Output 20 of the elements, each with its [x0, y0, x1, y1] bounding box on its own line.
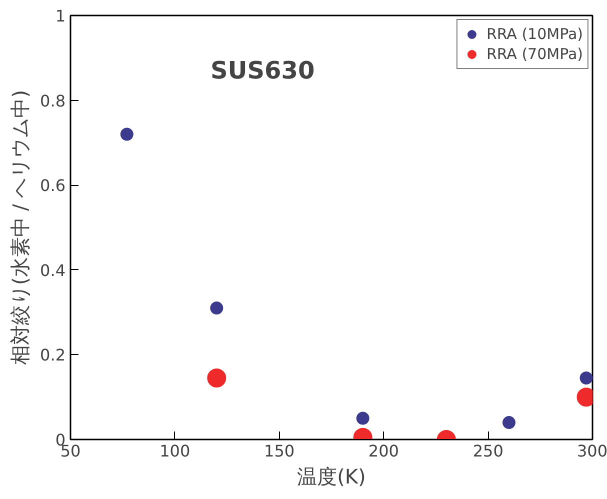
legend-label: RRA (10MPa)	[486, 25, 583, 43]
x-axis-title: 温度(K)	[297, 464, 366, 488]
x-tick-label: 200	[368, 442, 399, 460]
point	[120, 128, 134, 141]
y-tick-label: 1	[55, 6, 66, 26]
x-tick-label: 250	[472, 442, 504, 460]
y-tick-label: 0.4	[40, 260, 66, 280]
x-tick-label: 300	[576, 442, 607, 460]
y-tick-label: 0.6	[40, 176, 66, 196]
point	[580, 372, 592, 385]
x-tick-label: 100	[160, 442, 190, 460]
point	[356, 412, 370, 425]
legend-label: RRA (70MPa)	[486, 45, 583, 63]
y-tick-label: 0.8	[40, 91, 66, 110]
point	[210, 302, 224, 315]
text: SUS630	[210, 56, 315, 84]
y-tick-label: 0.2	[40, 346, 66, 365]
x-tick-label: 150	[264, 442, 295, 460]
y-axis-title: 相対絞り(水素中 / ヘリウム中)	[8, 90, 32, 366]
point	[502, 416, 516, 430]
